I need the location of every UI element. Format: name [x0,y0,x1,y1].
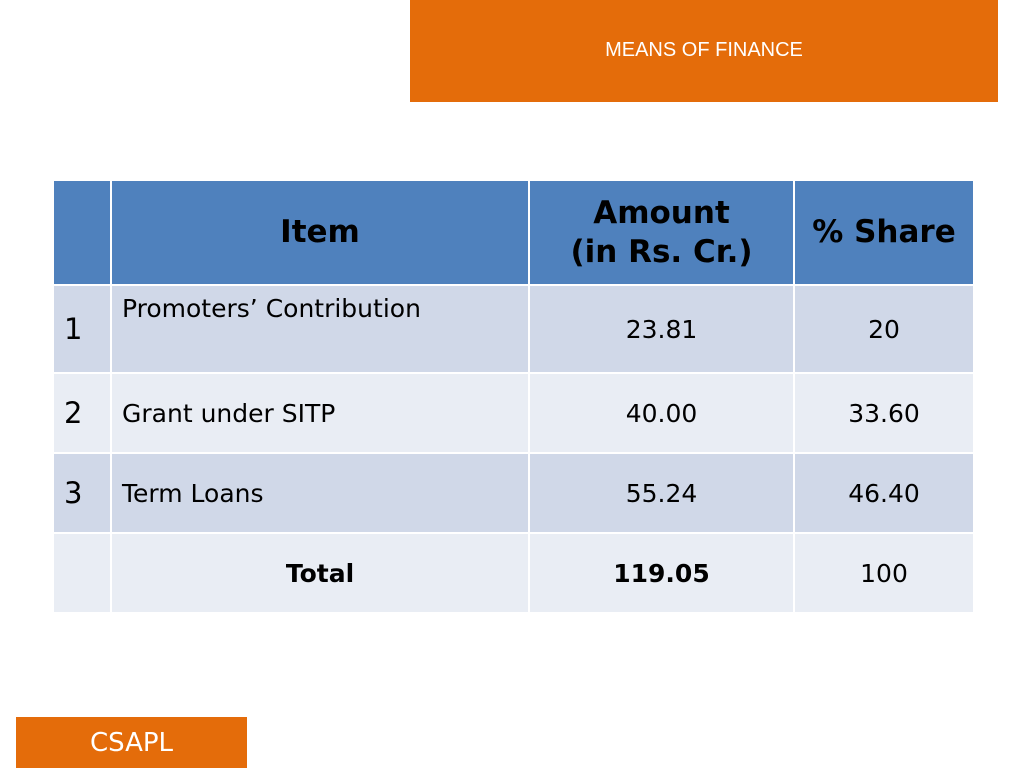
row-share: 33.60 [793,372,975,454]
total-label: Total [110,532,530,614]
row-number: 2 [52,372,112,454]
total-share: 100 [793,532,975,614]
row-item: Term Loans [110,452,530,534]
header-amount-line1: Amount [593,194,730,231]
total-amount: 119.05 [528,532,795,614]
row-amount: 40.00 [528,372,795,454]
title-banner: MEANS OF FINANCE [410,0,998,102]
table-row: 1 Promoters’ Contribution 23.81 20 [52,284,975,374]
footer-label: CSAPL [89,727,174,758]
header-amount: Amount (in Rs. Cr.) [528,179,795,286]
row-share: 20 [793,284,975,374]
header-amount-line2: (in Rs. Cr.) [570,233,753,270]
row-number: 1 [52,284,112,374]
table-header-row: Item Amount (in Rs. Cr.) % Share [52,179,975,286]
means-of-finance-table: Item Amount (in Rs. Cr.) % Share 1 Promo… [52,179,975,614]
header-num [52,179,112,286]
row-number [52,532,112,614]
table-row: 3 Term Loans 55.24 46.40 [52,452,975,534]
table-total-row: Total 119.05 100 [52,532,975,614]
table-row: 2 Grant under SITP 40.00 33.60 [52,372,975,454]
row-item: Grant under SITP [110,372,530,454]
slide-title: MEANS OF FINANCE [605,38,803,61]
header-share: % Share [793,179,975,286]
row-item: Promoters’ Contribution [110,284,530,374]
row-amount: 55.24 [528,452,795,534]
row-amount: 23.81 [528,284,795,374]
row-number: 3 [52,452,112,534]
header-item: Item [110,179,530,286]
row-share: 46.40 [793,452,975,534]
footer-banner: CSAPL [16,717,247,768]
